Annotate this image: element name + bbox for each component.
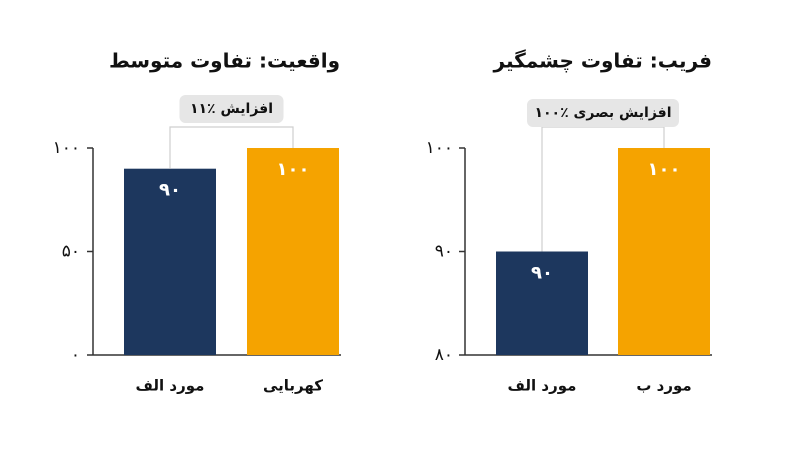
chart1-bar-value-label-1: ۹۰ (159, 180, 181, 201)
chart2-y-tick-label-2: ۹۰ (435, 242, 453, 262)
chart1-annotation-box (179, 95, 284, 123)
chart2-bar-2 (618, 148, 710, 355)
chart1-category-label-2: کهربایی (263, 377, 323, 395)
chart1-bar-2 (247, 148, 339, 355)
chart2-title: فریب: تفاوت چشمگیر (493, 49, 713, 74)
chart2-annotation-box (527, 99, 679, 127)
chart2-bar-value-label-1: ۹۰ (531, 263, 553, 284)
chart1-y-tick-label-2: ۵۰ (62, 242, 80, 262)
chart1-y-tick-label-1: ۰ (71, 345, 80, 365)
chart1-annotation-connector (169, 126, 294, 169)
chart1-title: واقعیت: تفاوت متوسط (109, 49, 340, 73)
chart1-bar-value-label-2: ۱۰۰ (277, 159, 310, 180)
chart2-y-tick-label-3: ۱۰۰ (426, 138, 453, 158)
chart2-category-label-2: مورد ب (636, 377, 691, 395)
chart2-bar-1 (496, 251, 588, 355)
chart2-y-tick-label-1: ۸۰ (435, 345, 453, 365)
chart2-bar-value-label-2: ۱۰۰ (648, 159, 681, 180)
chart1-bar-1 (124, 168, 216, 355)
chart2-category-label-1: مورد الف (508, 377, 577, 395)
chart1-category-label-1: مورد الف (136, 377, 205, 395)
chart1-y-tick-label-3: ۱۰۰ (53, 138, 80, 158)
chart1-annotation-label: ۱۱٪ افزایش (190, 101, 273, 117)
chart2-annotation-label: ۱۰۰٪ افزایش بصری (534, 105, 671, 121)
